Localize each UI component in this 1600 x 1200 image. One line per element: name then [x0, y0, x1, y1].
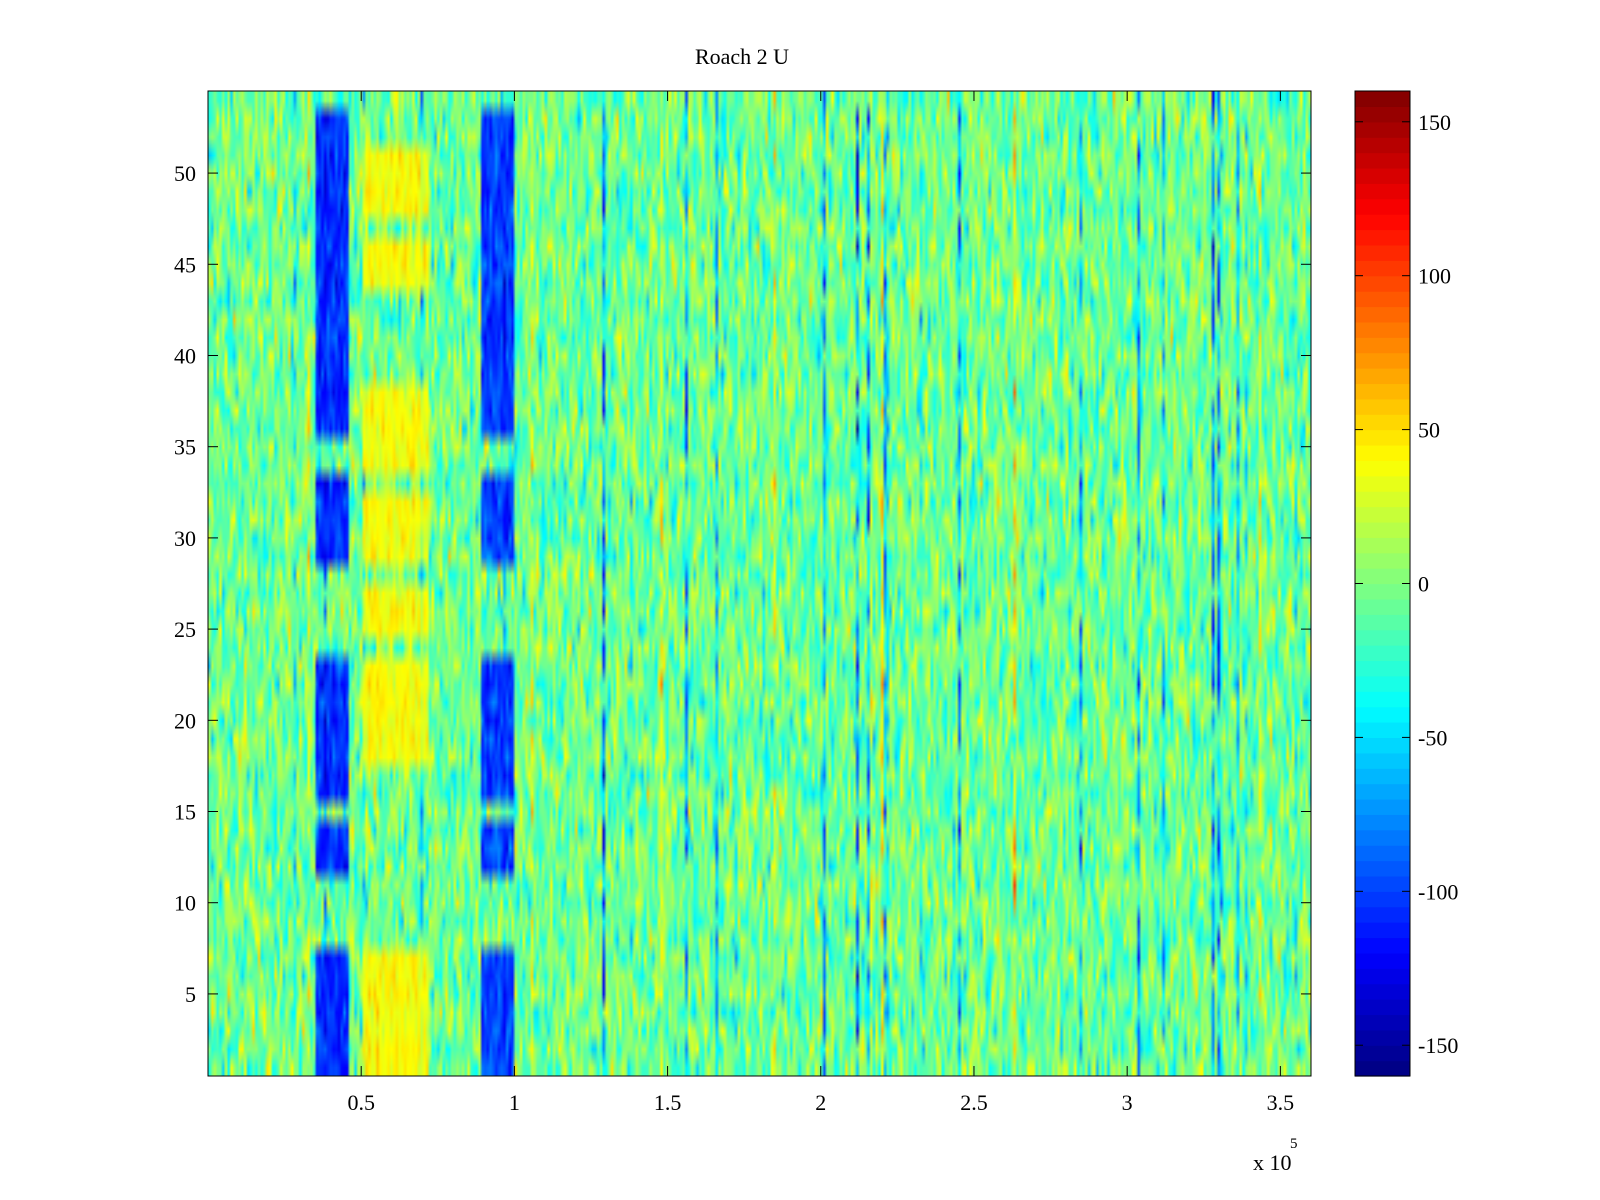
colorbar-swatch: [1355, 475, 1410, 492]
colorbar-tick-label: 150: [1418, 110, 1451, 135]
x-tick-label: 3: [1122, 1090, 1133, 1115]
y-axis: 5 10 15 20 25 30 35 40 45 50: [174, 161, 1311, 1007]
colorbar-swatch: [1355, 937, 1410, 954]
colorbar-swatch: [1355, 691, 1410, 708]
y-tick-label: 20: [174, 708, 196, 733]
colorbar-swatch: [1355, 598, 1410, 615]
colorbar-swatch: [1355, 1060, 1410, 1077]
colorbar-tick-label: -50: [1418, 725, 1447, 750]
colorbar-swatch: [1355, 891, 1410, 908]
colorbar-swatch: [1355, 306, 1410, 323]
colorbar-swatch: [1355, 829, 1410, 846]
colorbar-swatch: [1355, 722, 1410, 739]
colorbar-swatch: [1355, 275, 1410, 292]
colorbar-swatch: [1355, 121, 1410, 138]
colorbar-swatch: [1355, 429, 1410, 446]
plot-frame: [207, 90, 1312, 1077]
colorbar-swatch: [1355, 660, 1410, 677]
heatmap-image: [208, 91, 1311, 1076]
colorbar-swatch: [1355, 229, 1410, 246]
colorbar-swatch: [1355, 798, 1410, 815]
colorbar-swatch: [1355, 198, 1410, 215]
colorbar-swatch: [1355, 783, 1410, 800]
x-exponent-label: x 10: [1253, 1150, 1292, 1175]
colorbar-swatch: [1355, 814, 1410, 831]
colorbar-swatch: [1355, 583, 1410, 600]
colorbar-swatch: [1355, 706, 1410, 723]
colorbar-swatch: [1355, 737, 1410, 754]
x-tick-label: 0.5: [347, 1090, 375, 1115]
colorbar-swatch: [1355, 875, 1410, 892]
colorbar-swatch: [1355, 768, 1410, 785]
colorbar-swatch: [1355, 183, 1410, 200]
colorbar-swatch: [1355, 167, 1410, 184]
colorbar-swatch: [1355, 291, 1410, 308]
colorbar-swatch: [1355, 460, 1410, 477]
colorbar-swatch: [1355, 444, 1410, 461]
y-tick-label: 25: [174, 617, 196, 642]
colorbar-swatch: [1355, 614, 1410, 631]
colorbar-swatch: [1355, 568, 1410, 585]
colorbar-swatch: [1355, 629, 1410, 646]
colorbar-axis: 150 100 50 0 -50 -100 -150: [1355, 110, 1458, 1058]
x-tick-label: 1: [509, 1090, 520, 1115]
colorbar-swatch: [1355, 260, 1410, 277]
x-exponent-power: 5: [1290, 1136, 1298, 1152]
colorbar-tick-label: -150: [1418, 1033, 1458, 1058]
heatmap: [208, 91, 1311, 1076]
colorbar-swatch: [1355, 521, 1410, 538]
colorbar-swatch: [1355, 552, 1410, 569]
colorbar-tick-label: 100: [1418, 264, 1451, 289]
colorbar: [1355, 91, 1410, 1077]
colorbar-tick-label: 50: [1418, 418, 1440, 443]
colorbar-swatch: [1355, 398, 1410, 415]
y-tick-label: 5: [185, 982, 196, 1007]
x-tick-label: 1.5: [654, 1090, 682, 1115]
colorbar-swatch: [1355, 383, 1410, 400]
y-tick-label: 15: [174, 800, 196, 825]
colorbar-swatch: [1355, 106, 1410, 123]
colorbar-swatch: [1355, 352, 1410, 369]
colorbar-swatch: [1355, 91, 1410, 107]
y-tick-label: 30: [174, 526, 196, 551]
colorbar-swatch: [1355, 968, 1410, 985]
colorbar-swatch: [1355, 922, 1410, 939]
colorbar-swatch: [1355, 337, 1410, 354]
colorbar-swatch: [1355, 860, 1410, 877]
y-tick-label: 10: [174, 891, 196, 916]
colorbar-swatch: [1355, 152, 1410, 169]
y-tick-label: 35: [174, 435, 196, 460]
y-tick-label: 40: [174, 343, 196, 368]
x-tick-label: 2.5: [960, 1090, 988, 1115]
colorbar-swatch: [1355, 491, 1410, 508]
colorbar-swatch: [1355, 214, 1410, 231]
colorbar-swatch: [1355, 952, 1410, 969]
colorbar-tick-label: -100: [1418, 879, 1458, 904]
colorbar-swatch: [1355, 983, 1410, 1000]
chart-title: Roach 2 U: [695, 44, 789, 69]
colorbar-swatch: [1355, 1029, 1410, 1046]
colorbar-swatch: [1355, 675, 1410, 692]
colorbar-swatch: [1355, 244, 1410, 261]
x-tick-label: 2: [815, 1090, 826, 1115]
colorbar-swatch: [1355, 506, 1410, 523]
colorbar-swatch: [1355, 368, 1410, 385]
colorbar-tick-label: 0: [1418, 572, 1429, 597]
colorbar-swatch: [1355, 645, 1410, 662]
colorbar-swatch: [1355, 137, 1410, 154]
colorbar-swatch: [1355, 999, 1410, 1016]
colorbar-swatch: [1355, 414, 1410, 431]
colorbar-swatch: [1355, 845, 1410, 862]
colorbar-swatch: [1355, 906, 1410, 923]
y-tick-label: 50: [174, 161, 196, 186]
colorbar-swatch: [1355, 752, 1410, 769]
colorbar-swatch: [1355, 321, 1410, 338]
y-tick-label: 45: [174, 252, 196, 277]
colorbar-swatch: [1355, 537, 1410, 554]
colorbar-swatch: [1355, 1045, 1410, 1062]
colorbar-swatch: [1355, 1014, 1410, 1031]
x-axis: 0.5 1 1.5 2 2.5 3 3.5: [347, 91, 1294, 1115]
x-tick-label: 3.5: [1267, 1090, 1295, 1115]
